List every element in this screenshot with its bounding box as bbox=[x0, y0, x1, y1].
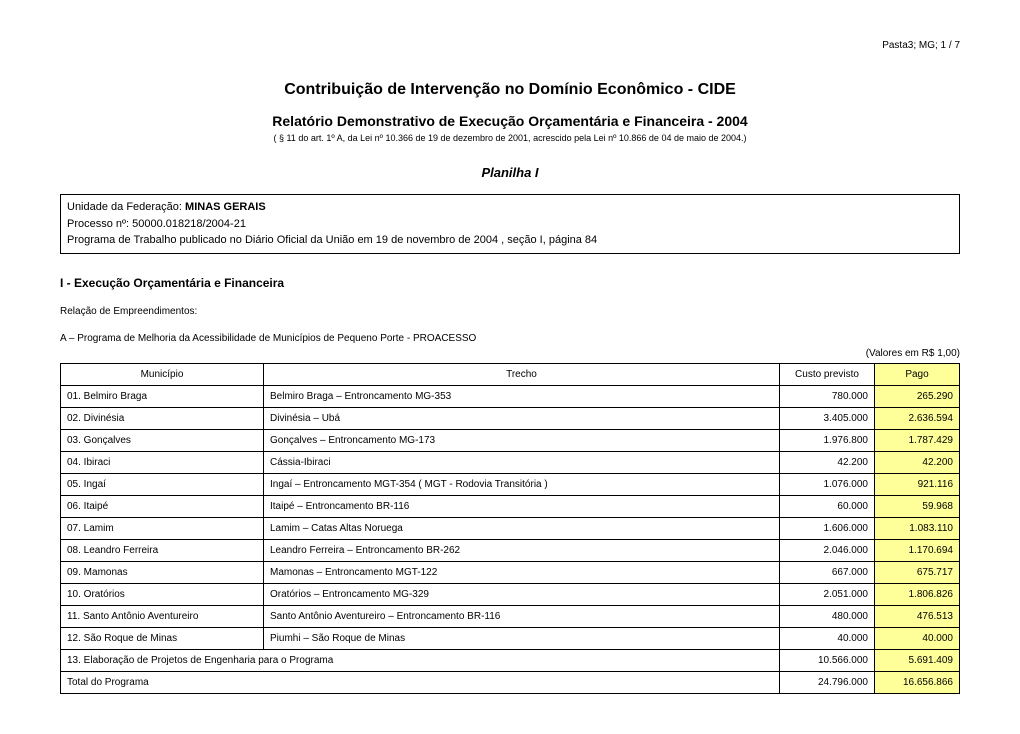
cell-pago: 40.000 bbox=[875, 627, 960, 649]
cell-custo: 667.000 bbox=[780, 561, 875, 583]
cell-pago: 1.787.429 bbox=[875, 429, 960, 451]
cell-trecho: Divinésia – Ubá bbox=[264, 407, 780, 429]
cell-municipio: 10. Oratórios bbox=[61, 583, 264, 605]
planilha-heading: Planilha I bbox=[60, 165, 960, 180]
cell-custo: 42.200 bbox=[780, 451, 875, 473]
cell-municipio: 11. Santo Antônio Aventureiro bbox=[61, 605, 264, 627]
table-row: 11. Santo Antônio AventureiroSanto Antôn… bbox=[61, 605, 960, 627]
cell-pago: 2.636.594 bbox=[875, 407, 960, 429]
col-trecho: Trecho bbox=[264, 363, 780, 385]
cell-custo: 40.000 bbox=[780, 627, 875, 649]
table-row: 08. Leandro FerreiraLeandro Ferreira – E… bbox=[61, 539, 960, 561]
cell-trecho: Piumhi – São Roque de Minas bbox=[264, 627, 780, 649]
cell-pago: 42.200 bbox=[875, 451, 960, 473]
table-row: 05. IngaíIngaí – Entroncamento MGT-354 (… bbox=[61, 473, 960, 495]
col-municipio: Município bbox=[61, 363, 264, 385]
cell-municipio: 08. Leandro Ferreira bbox=[61, 539, 264, 561]
cell-trecho: Oratórios – Entroncamento MG-329 bbox=[264, 583, 780, 605]
cell-trecho: Ingaí – Entroncamento MGT-354 ( MGT - Ro… bbox=[264, 473, 780, 495]
info-unidade-label: Unidade da Federação: bbox=[67, 201, 185, 213]
info-processo: Processo nº: 50000.018218/2004-21 bbox=[67, 216, 953, 233]
cell-trecho: Mamonas – Entroncamento MGT-122 bbox=[264, 561, 780, 583]
cell-municipio: 03. Gonçalves bbox=[61, 429, 264, 451]
table-summary-row: 13. Elaboração de Projetos de Engenharia… bbox=[61, 649, 960, 671]
cell-municipio: 12. São Roque de Minas bbox=[61, 627, 264, 649]
cell-municipio: 05. Ingaí bbox=[61, 473, 264, 495]
cell-trecho: Gonçalves – Entroncamento MG-173 bbox=[264, 429, 780, 451]
valores-note: (Valores em R$ 1,00) bbox=[60, 348, 960, 359]
cell-municipio: 02. Divinésia bbox=[61, 407, 264, 429]
info-box: Unidade da Federação: MINAS GERAIS Proce… bbox=[60, 194, 960, 254]
cell-custo: 1.976.800 bbox=[780, 429, 875, 451]
info-unidade-value: MINAS GERAIS bbox=[185, 201, 266, 213]
table-row: 02. DivinésiaDivinésia – Ubá3.405.0002.6… bbox=[61, 407, 960, 429]
table-row: 03. GonçalvesGonçalves – Entroncamento M… bbox=[61, 429, 960, 451]
doc-subtitle: Relatório Demonstrativo de Execução Orça… bbox=[60, 113, 960, 129]
table-row: 07. LamimLamim – Catas Altas Noruega1.60… bbox=[61, 517, 960, 539]
cell-municipio: 06. Itaipé bbox=[61, 495, 264, 517]
cell-pago: 675.717 bbox=[875, 561, 960, 583]
cell-pago: 265.290 bbox=[875, 385, 960, 407]
cell-municipio: 09. Mamonas bbox=[61, 561, 264, 583]
table-header-row: Município Trecho Custo previsto Pago bbox=[61, 363, 960, 385]
relacao-label: Relação de Empreendimentos: bbox=[60, 306, 960, 317]
cell-custo: 60.000 bbox=[780, 495, 875, 517]
cell-pago: 16.656.866 bbox=[875, 671, 960, 693]
data-table: Município Trecho Custo previsto Pago 01.… bbox=[60, 363, 960, 694]
cell-municipio: 04. Ibiraci bbox=[61, 451, 264, 473]
cell-pago: 1.083.110 bbox=[875, 517, 960, 539]
cell-custo: 3.405.000 bbox=[780, 407, 875, 429]
page-header: Pasta3; MG; 1 / 7 bbox=[60, 40, 960, 51]
cell-custo: 480.000 bbox=[780, 605, 875, 627]
cell-trecho: Lamim – Catas Altas Noruega bbox=[264, 517, 780, 539]
legal-note: ( § 11 do art. 1º A, da Lei nº 10.366 de… bbox=[60, 133, 960, 143]
table-row: 12. São Roque de MinasPiumhi – São Roque… bbox=[61, 627, 960, 649]
cell-trecho: Cássia-Ibiraci bbox=[264, 451, 780, 473]
cell-municipio: 07. Lamim bbox=[61, 517, 264, 539]
table-row: 09. MamonasMamonas – Entroncamento MGT-1… bbox=[61, 561, 960, 583]
table-summary-row: Total do Programa24.796.00016.656.866 bbox=[61, 671, 960, 693]
table-row: 10. OratóriosOratórios – Entroncamento M… bbox=[61, 583, 960, 605]
cell-pago: 59.968 bbox=[875, 495, 960, 517]
col-custo: Custo previsto bbox=[780, 363, 875, 385]
info-unidade: Unidade da Federação: MINAS GERAIS bbox=[67, 199, 953, 216]
cell-pago: 1.170.694 bbox=[875, 539, 960, 561]
cell-trecho: Santo Antônio Aventureiro – Entroncament… bbox=[264, 605, 780, 627]
table-row: 01. Belmiro BragaBelmiro Braga – Entronc… bbox=[61, 385, 960, 407]
cell-custo: 780.000 bbox=[780, 385, 875, 407]
cell-trecho: Itaipé – Entroncamento BR-116 bbox=[264, 495, 780, 517]
cell-summary-label: Total do Programa bbox=[61, 671, 780, 693]
cell-municipio: 01. Belmiro Braga bbox=[61, 385, 264, 407]
cell-custo: 2.046.000 bbox=[780, 539, 875, 561]
cell-pago: 921.116 bbox=[875, 473, 960, 495]
doc-title: Contribuição de Intervenção no Domínio E… bbox=[60, 81, 960, 99]
info-programa-publicado: Programa de Trabalho publicado no Diário… bbox=[67, 232, 953, 249]
cell-trecho: Leandro Ferreira – Entroncamento BR-262 bbox=[264, 539, 780, 561]
cell-custo: 1.606.000 bbox=[780, 517, 875, 539]
cell-custo: 10.566.000 bbox=[780, 649, 875, 671]
cell-pago: 476.513 bbox=[875, 605, 960, 627]
cell-trecho: Belmiro Braga – Entroncamento MG-353 bbox=[264, 385, 780, 407]
cell-custo: 1.076.000 bbox=[780, 473, 875, 495]
cell-custo: 24.796.000 bbox=[780, 671, 875, 693]
col-pago: Pago bbox=[875, 363, 960, 385]
table-row: 06. ItaipéItaipé – Entroncamento BR-1166… bbox=[61, 495, 960, 517]
cell-pago: 1.806.826 bbox=[875, 583, 960, 605]
cell-summary-label: 13. Elaboração de Projetos de Engenharia… bbox=[61, 649, 780, 671]
section-title: I - Execução Orçamentária e Financeira bbox=[60, 276, 960, 290]
table-row: 04. IbiraciCássia-Ibiraci42.20042.200 bbox=[61, 451, 960, 473]
cell-pago: 5.691.409 bbox=[875, 649, 960, 671]
cell-custo: 2.051.000 bbox=[780, 583, 875, 605]
programa-label: A – Programa de Melhoria da Acessibilida… bbox=[60, 333, 960, 344]
